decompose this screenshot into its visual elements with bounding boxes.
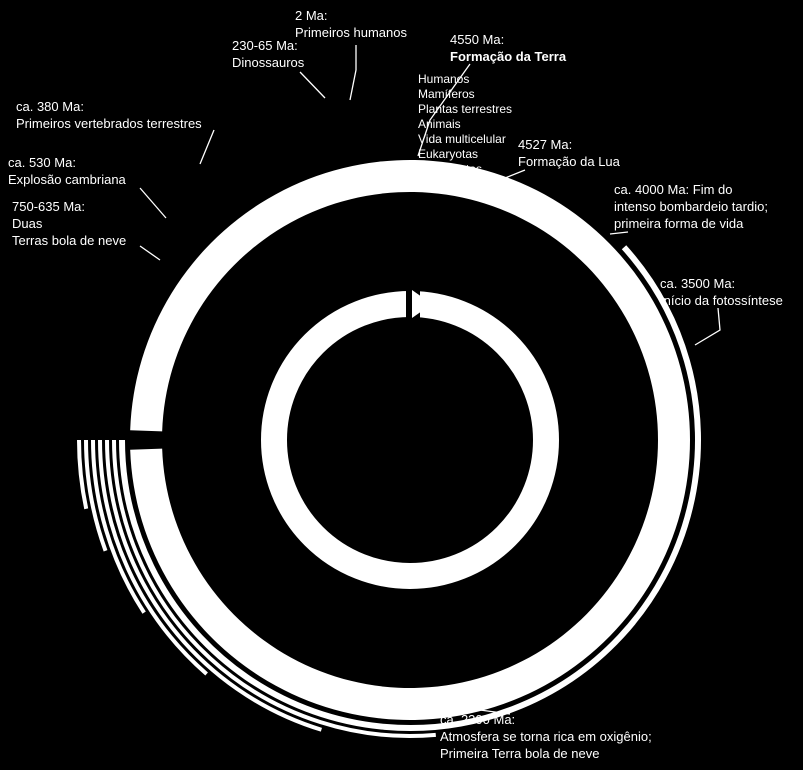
leader-line-4 bbox=[140, 188, 166, 218]
event-label-2: 4550 Ma:Formação da Terra bbox=[450, 32, 566, 66]
event-label-line: ca. 4000 Ma: Fim do bbox=[614, 182, 768, 199]
legend-item: Eukaryotas bbox=[418, 147, 512, 162]
event-label-3: ca. 380 Ma:Primeiros vertebrados terrest… bbox=[16, 99, 202, 133]
leader-line-1 bbox=[300, 72, 325, 98]
legend-item: Prokaryotas bbox=[418, 162, 512, 177]
event-label-bold: Formação da Terra bbox=[450, 49, 566, 66]
event-label-7: ca. 4000 Ma: Fim dointenso bombardeio ta… bbox=[614, 182, 768, 233]
event-label-line: Explosão cambriana bbox=[8, 172, 126, 189]
legend-item: Vida multicelular bbox=[418, 132, 512, 147]
event-label-5: 750-635 Ma:DuasTerras bola de neve bbox=[12, 199, 126, 250]
event-label-line: Primeiros vertebrados terrestres bbox=[16, 116, 202, 133]
event-label-line: ca. 2300 Ma: bbox=[440, 712, 652, 729]
main-era-ring bbox=[130, 160, 690, 720]
event-label-line: Terras bola de neve bbox=[12, 233, 126, 250]
event-label-0: 2 Ma:Primeiros humanos bbox=[295, 8, 407, 42]
event-label-line: Atmosfera se torna rica em oxigênio; bbox=[440, 729, 652, 746]
event-label-line: ca. 3500 Ma: bbox=[660, 276, 783, 293]
leader-line-3 bbox=[200, 130, 214, 164]
concentric-arc-5 bbox=[86, 440, 106, 551]
event-label-line: intenso bombardeio tardio; bbox=[614, 199, 768, 216]
event-label-line: Duas bbox=[12, 216, 126, 233]
event-label-line: Formação da Lua bbox=[518, 154, 620, 171]
event-label-line: primeira forma de vida bbox=[614, 216, 768, 233]
legend-item: Plantas terrestres bbox=[418, 102, 512, 117]
legend: HumanosMamíferosPlantas terrestresAnimai… bbox=[418, 72, 512, 177]
event-label-line: Dinossauros bbox=[232, 55, 304, 72]
event-label-line: ca. 530 Ma: bbox=[8, 155, 126, 172]
event-label-6: 4527 Ma:Formação da Lua bbox=[518, 137, 620, 171]
event-label-line: 4550 Ma: bbox=[450, 32, 566, 49]
event-label-4: ca. 530 Ma:Explosão cambriana bbox=[8, 155, 126, 189]
event-label-line: Primeira Terra bola de neve bbox=[440, 746, 652, 763]
event-label-line: Primeiros humanos bbox=[295, 25, 407, 42]
event-label-8: ca. 3500 Ma:Início da fotossíntese bbox=[660, 276, 783, 310]
leader-line-8 bbox=[695, 308, 720, 345]
event-label-9: ca. 2300 Ma:Atmosfera se torna rica em o… bbox=[440, 712, 652, 763]
event-label-line: ca. 380 Ma: bbox=[16, 99, 202, 116]
event-label-line: 750-635 Ma: bbox=[12, 199, 126, 216]
event-label-1: 230-65 Ma:Dinossauros bbox=[232, 38, 304, 72]
legend-item: Humanos bbox=[418, 72, 512, 87]
legend-item: Mamíferos bbox=[418, 87, 512, 102]
inner-clock-ring bbox=[274, 304, 546, 576]
event-label-line: 2 Ma: bbox=[295, 8, 407, 25]
event-label-line: 230-65 Ma: bbox=[232, 38, 304, 55]
legend-item: Animais bbox=[418, 117, 512, 132]
leader-line-0 bbox=[350, 45, 356, 100]
leader-line-5 bbox=[140, 246, 160, 260]
event-label-line: Início da fotossíntese bbox=[660, 293, 783, 310]
event-label-line: 4527 Ma: bbox=[518, 137, 620, 154]
